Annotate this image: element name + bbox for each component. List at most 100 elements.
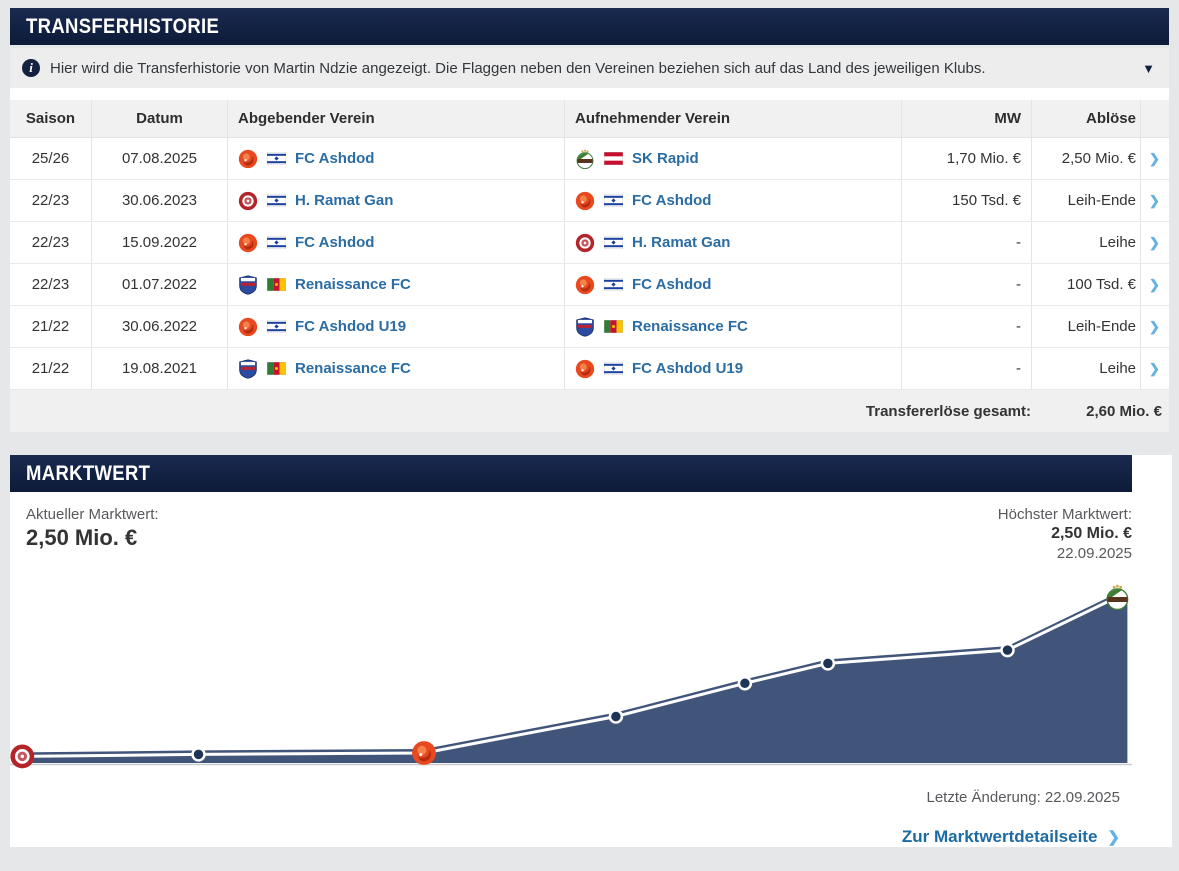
ramatgan-club-logo-icon[interactable] [575,233,595,253]
from-club-cell: Renaissance FC [228,348,565,389]
table-row: 22/23 01.07.2022 Renaissance FC FC Ashdod… [10,264,1169,306]
date-cell: 01.07.2022 [92,264,228,305]
to-club-cell: FC Ashdod U19 [565,348,902,389]
table-body: 25/26 07.08.2025 FC Ashdod SK Rapid 1,70 … [10,138,1169,390]
date-cell: 15.09.2022 [92,222,228,263]
fee-cell: Leihe [1099,360,1136,377]
data-point-dot [820,656,836,671]
marktwert-header-bar: MARKTWERT [10,455,1132,492]
table-row: 22/23 15.09.2022 FC Ashdod H. Ramat Gan -… [10,222,1169,264]
marktwert-details-link[interactable]: Zur Marktwertdetailseite ❯ [901,827,1120,846]
table-row: 22/23 30.06.2023 H. Ramat Gan FC Ashdod 1… [10,180,1169,222]
market-value-cell: - [902,348,1032,389]
date-cell: 30.06.2023 [92,180,228,221]
club-link[interactable]: Renaissance FC [295,360,411,377]
column-header-mw: MW [902,100,1032,137]
marktwert-section: MARKTWERT Aktueller Marktwert: 2,50 Mio.… [10,455,1172,847]
club-link[interactable]: FC Ashdod [295,234,375,251]
club-link[interactable]: FC Ashdod [632,192,712,209]
row-detail-chevron-icon[interactable]: ❯ [1140,264,1168,305]
ramatgan-club-logo-icon[interactable] [238,191,258,211]
sk-rapid-logo[interactable] [1105,584,1129,610]
date-cell: 07.08.2025 [92,138,228,179]
totals-row: Transfererlöse gesamt: 2,60 Mio. € [10,390,1169,432]
to-club-cell: FC Ashdod [565,180,902,221]
cameroon-flag-icon [267,362,286,375]
current-marktwert-block: Aktueller Marktwert: 2,50 Mio. € [26,506,159,562]
israel-flag-icon [267,152,286,165]
from-club-cell: FC Ashdod [228,138,565,179]
ashdod-club-logo-icon[interactable] [575,359,595,379]
rapid-club-logo-icon[interactable] [575,149,595,169]
club-link[interactable]: FC Ashdod [295,150,375,167]
club-link[interactable]: FC Ashdod U19 [295,318,407,335]
data-point-dot [191,747,206,762]
table-row: 25/26 07.08.2025 FC Ashdod SK Rapid 1,70 … [10,138,1169,180]
season-cell: 22/23 [10,180,92,221]
club-link[interactable]: SK Rapid [632,150,699,167]
ashdod-club-logo-icon[interactable] [238,233,258,253]
club-link[interactable]: H. Ramat Gan [632,234,731,251]
israel-flag-icon [604,236,623,249]
market-value-cell: 1,70 Mio. € [902,138,1032,179]
row-detail-chevron-icon[interactable]: ❯ [1140,222,1168,263]
row-detail-chevron-icon[interactable]: ❯ [1140,348,1168,389]
renaissance-club-logo-icon[interactable] [575,316,595,337]
table-header-row: Saison Datum Abgebender Verein Aufnehmen… [10,100,1169,138]
renaissance-club-logo-icon[interactable] [238,358,258,379]
fc-ashdod-logo[interactable] [412,741,436,765]
club-link[interactable]: Renaissance FC [632,318,748,335]
row-detail-chevron-icon[interactable]: ❯ [1140,138,1168,179]
fee-cell: Leih-Ende [1067,192,1136,209]
column-header-abloese: Ablöse [1085,110,1136,127]
column-header-detail [1140,100,1168,137]
israel-flag-icon [267,194,286,207]
date-cell: 30.06.2022 [92,306,228,347]
column-header-datum: Datum [92,100,228,137]
current-marktwert-value: 2,50 Mio. € [26,525,138,550]
row-detail-chevron-icon[interactable]: ❯ [1140,180,1168,221]
ashdod-club-logo-icon[interactable] [575,191,595,211]
transfer-history-header-bar: TRANSFERHISTORIE [10,8,1169,45]
last-change-text: Letzte Änderung: 22.09.2025 [926,789,1121,806]
from-club-cell: H. Ramat Gan [228,180,565,221]
club-link[interactable]: FC Ashdod U19 [632,360,744,377]
fee-cell: Leih-Ende [1067,318,1136,335]
totals-value: 2,60 Mio. € [1086,402,1162,420]
chevron-right-icon: ❯ [1107,829,1120,846]
section-title: TRANSFERHISTORIE [26,14,220,38]
table-row: 21/22 30.06.2022 FC Ashdod U19 Renaissanc… [10,306,1169,348]
transfer-table: Saison Datum Abgebender Verein Aufnehmen… [10,88,1169,432]
hapoel-ramat-gan-logo[interactable] [10,744,35,769]
highest-marktwert-block: Höchster Marktwert: 2,50 Mio. € 22.09.20… [998,506,1132,562]
info-text: Hier wird die Transferhistorie von Marti… [50,59,986,77]
club-link[interactable]: Renaissance FC [295,276,411,293]
club-link[interactable]: H. Ramat Gan [295,192,394,209]
column-header-abgebender-verein: Abgebender Verein [228,100,565,137]
table-row: 21/22 19.08.2021 Renaissance FC FC Ashdod… [10,348,1169,390]
totals-label: Transfererlöse gesamt: [865,402,1031,420]
cameroon-flag-icon [604,320,623,333]
marktwert-chart [10,584,1132,769]
caret-down-icon[interactable]: ▼ [1142,60,1155,76]
row-detail-chevron-icon[interactable]: ❯ [1140,306,1168,347]
column-header-saison: Saison [10,100,92,137]
to-club-cell: Renaissance FC [565,306,902,347]
marktwert-title: MARKTWERT [26,461,151,485]
to-club-cell: SK Rapid [565,138,902,179]
ashdod-club-logo-icon[interactable] [575,275,595,295]
data-point-dot [1000,642,1015,658]
israel-flag-icon [267,320,286,333]
club-link[interactable]: FC Ashdod [632,276,712,293]
highest-marktwert-value: 2,50 Mio. € [1051,525,1132,542]
to-club-cell: H. Ramat Gan [565,222,902,263]
date-cell: 19.08.2021 [92,348,228,389]
highest-marktwert-date: 22.09.2025 [1056,545,1132,562]
from-club-cell: FC Ashdod [228,222,565,263]
ashdod-club-logo-icon[interactable] [238,317,258,337]
renaissance-club-logo-icon[interactable] [238,274,258,295]
fee-cell: 100 Tsd. € [1067,276,1136,293]
season-cell: 22/23 [10,222,92,263]
season-cell: 21/22 [10,348,92,389]
ashdod-club-logo-icon[interactable] [238,149,258,169]
